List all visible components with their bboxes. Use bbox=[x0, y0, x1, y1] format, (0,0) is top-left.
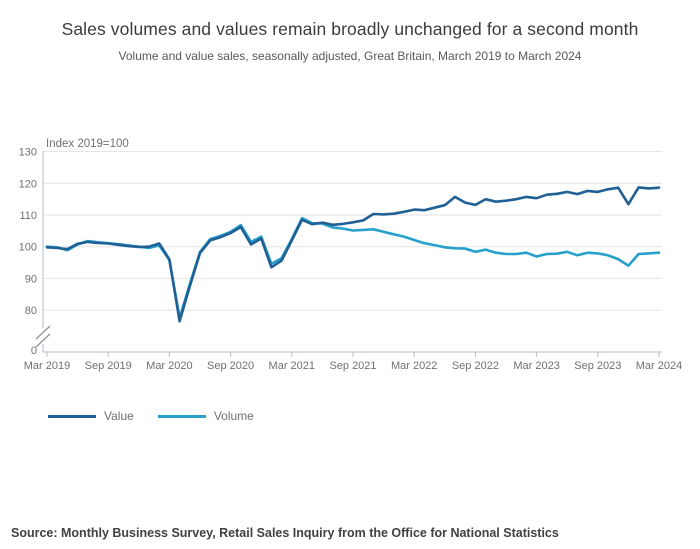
legend-item-volume: Volume bbox=[157, 409, 254, 423]
x-tick-label: Mar 2020 bbox=[146, 360, 192, 372]
x-tick-label: Mar 2024 bbox=[636, 360, 682, 372]
volume-line-swatch-icon bbox=[157, 414, 206, 418]
value-line-swatch-icon bbox=[48, 414, 96, 418]
series-line-value bbox=[45, 186, 661, 323]
x-tick-label: Sep 2021 bbox=[329, 360, 376, 372]
source-note: Source: Monthly Business Survey, Retail … bbox=[11, 525, 559, 540]
page-title: Sales volumes and values remain broadly … bbox=[61, 18, 639, 39]
x-tick-label: Sep 2019 bbox=[85, 360, 132, 372]
x-tick-label: Sep 2023 bbox=[574, 360, 621, 372]
y-tick-label: 80 bbox=[25, 305, 37, 317]
axis-break-icon bbox=[35, 333, 51, 348]
x-tick-label: Mar 2022 bbox=[391, 360, 437, 372]
y-tick-label: 110 bbox=[19, 210, 37, 222]
legend-label-value: Value bbox=[104, 409, 134, 423]
y-tick-label: 100 bbox=[19, 242, 37, 254]
series-line-volume bbox=[45, 216, 661, 320]
y-tick-label: 90 bbox=[25, 273, 37, 285]
page-subtitle: Volume and value sales, seasonally adjus… bbox=[118, 49, 582, 63]
line-chart: Mar 2019 Sep 2019 Mar 2020 Sep 2020 Mar 2021… bbox=[19, 138, 683, 372]
x-tick-label: Mar 2023 bbox=[513, 360, 559, 372]
x-tick-label: Sep 2022 bbox=[452, 360, 499, 372]
legend-label-volume: Volume bbox=[213, 409, 254, 423]
unit-label: Index 2019=100 bbox=[46, 138, 129, 150]
x-tick-label: Mar 2019 bbox=[24, 360, 70, 372]
legend-item-value: Value bbox=[48, 409, 134, 423]
y-tick-label: 130 bbox=[19, 147, 37, 159]
axis-break-icon bbox=[35, 325, 51, 340]
x-tick-label: Mar 2021 bbox=[269, 360, 315, 372]
x-tick-label: Sep 2020 bbox=[207, 360, 254, 372]
y-tick-label: 120 bbox=[19, 178, 37, 190]
y-tick-label-zero: 0 bbox=[31, 345, 37, 357]
chart-legend: Value Volume bbox=[48, 409, 278, 423]
